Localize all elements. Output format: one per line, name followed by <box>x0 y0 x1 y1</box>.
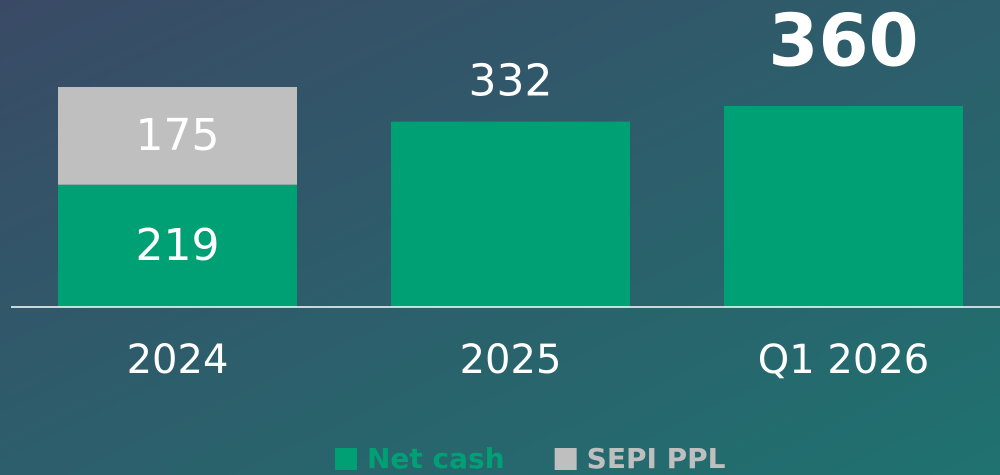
legend-swatch <box>554 448 577 470</box>
value-label: 219 <box>136 220 220 271</box>
bar-segment <box>58 184 297 307</box>
x-tick-label: Q1 2026 <box>758 337 929 383</box>
bar-segment <box>391 121 630 307</box>
legend-label: Net cash <box>367 442 505 475</box>
value-label: 360 <box>768 0 918 83</box>
bar-segment <box>58 87 297 185</box>
legend-swatch <box>335 448 357 470</box>
x-tick-label: 2024 <box>127 337 229 383</box>
x-tick-label: 2025 <box>460 337 562 383</box>
value-label: 175 <box>136 110 220 161</box>
value-label: 332 <box>469 56 553 107</box>
bar-segment <box>724 105 963 307</box>
legend-label: SEPI PPL <box>587 442 726 475</box>
